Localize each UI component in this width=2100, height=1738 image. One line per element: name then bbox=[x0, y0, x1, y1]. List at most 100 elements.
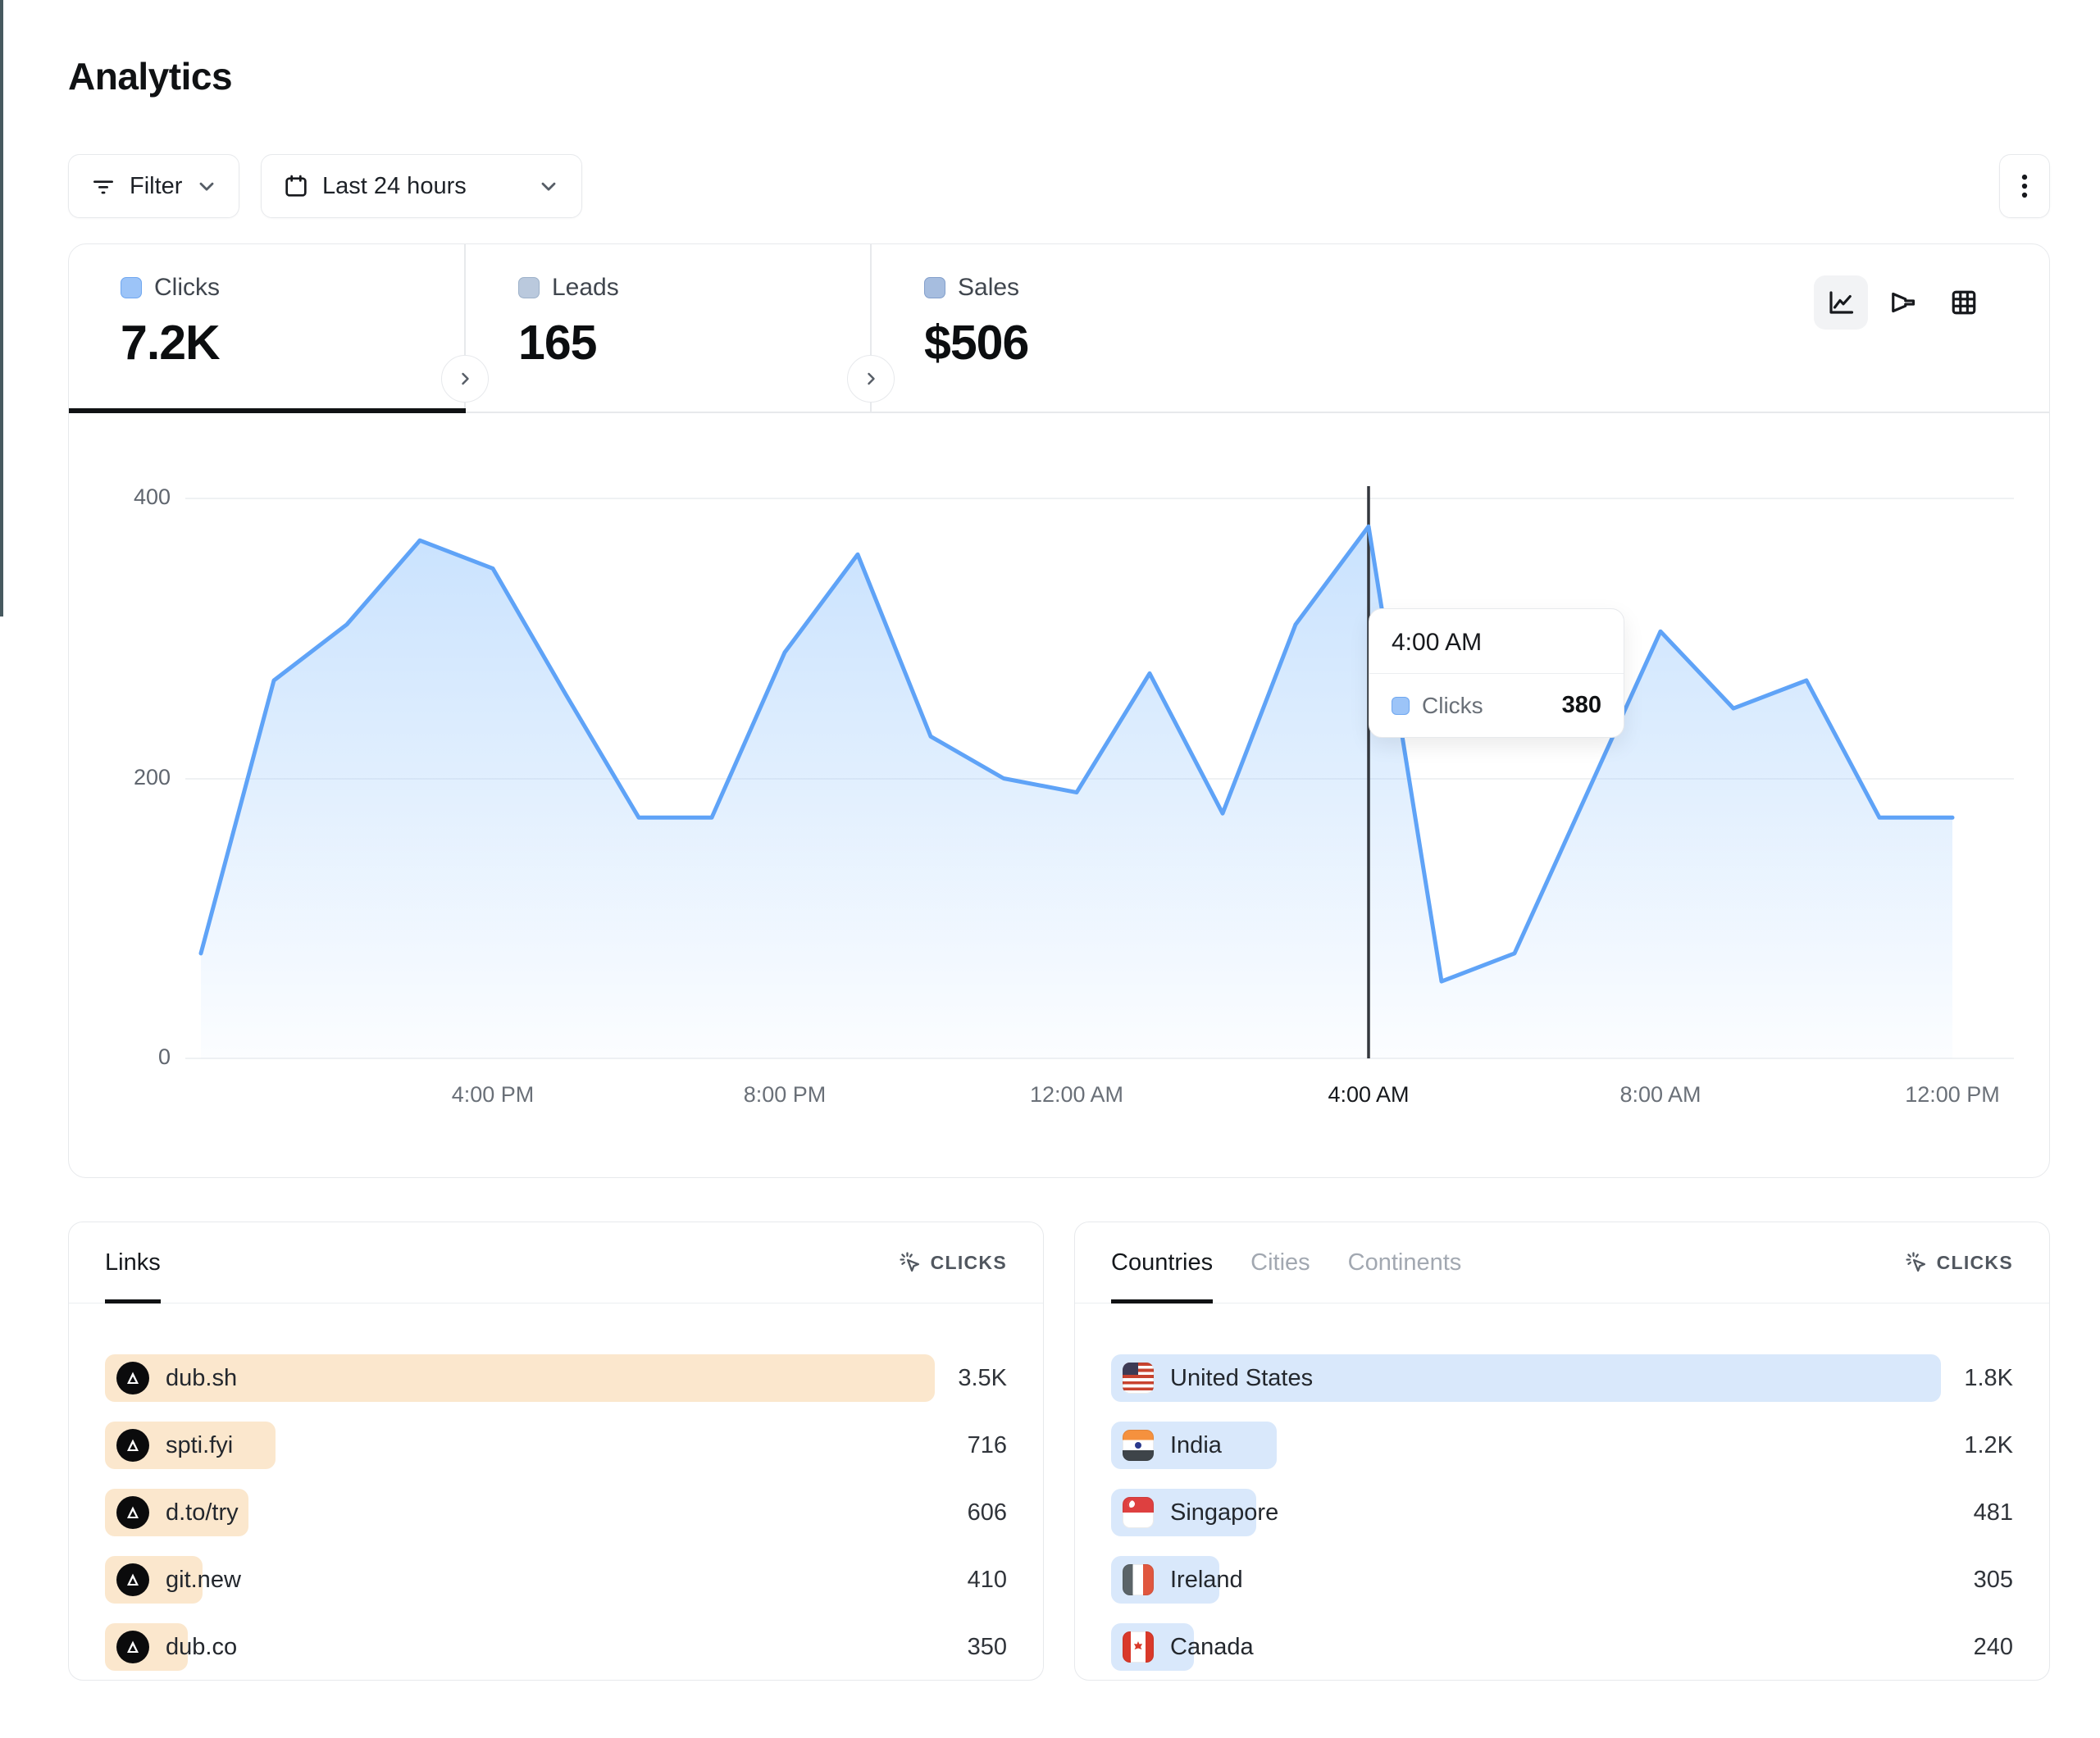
links-metric-sort[interactable]: CLICKS bbox=[899, 1251, 1007, 1274]
countries-metric-sort[interactable]: CLICKS bbox=[1905, 1251, 2013, 1274]
dub-logo-icon bbox=[116, 1563, 149, 1596]
page-title: Analytics bbox=[68, 55, 233, 98]
metric-label: CLICKS bbox=[1936, 1251, 2013, 1273]
list-item[interactable]: dub.co 350 bbox=[105, 1623, 1007, 1671]
tooltip-time: 4:00 AM bbox=[1369, 609, 1624, 674]
tab-countries[interactable]: Countries bbox=[1111, 1222, 1214, 1304]
line-chart-icon bbox=[1826, 288, 1856, 317]
list-item[interactable]: Ireland 305 bbox=[1111, 1556, 2013, 1604]
list-item-label: Ireland bbox=[1170, 1566, 1243, 1593]
filter-button[interactable]: Filter bbox=[68, 154, 239, 218]
tab-continents[interactable]: Continents bbox=[1347, 1249, 1462, 1276]
stat-value: 165 bbox=[518, 316, 597, 370]
value-bar bbox=[105, 1354, 935, 1402]
list-item-value: 1.2K bbox=[1964, 1431, 2013, 1458]
y-axis-tick-label: 200 bbox=[133, 764, 171, 789]
sg-flag-icon bbox=[1123, 1497, 1154, 1528]
cursor-click-icon bbox=[899, 1251, 922, 1274]
list-item[interactable]: Canada 240 bbox=[1111, 1623, 2013, 1671]
ca-flag-icon bbox=[1123, 1631, 1154, 1663]
gridline bbox=[185, 498, 2014, 499]
list-item[interactable]: d.to/try 606 bbox=[105, 1489, 1007, 1536]
stat-divider bbox=[464, 244, 466, 412]
list-item[interactable]: United States 1.8K bbox=[1111, 1354, 2013, 1402]
stat-label: Leads bbox=[552, 274, 619, 301]
links-panel: Links CLICKS dub.sh 3.5K spti.fyi 716 d.to/t… bbox=[68, 1222, 1044, 1681]
dub-logo-icon bbox=[116, 1362, 149, 1394]
dub-logo-icon bbox=[116, 1496, 149, 1529]
dub-logo-icon bbox=[116, 1429, 149, 1462]
list-item-label: India bbox=[1170, 1431, 1222, 1458]
chevron-right-icon bbox=[861, 369, 881, 389]
stat-divider bbox=[870, 244, 872, 412]
list-item[interactable]: dub.sh 3.5K bbox=[105, 1354, 1007, 1402]
cursor-click-icon bbox=[1905, 1251, 1928, 1274]
list-item-label: dub.co bbox=[166, 1633, 238, 1660]
chart-tooltip: 4:00 AM Clicks 380 bbox=[1369, 608, 1624, 738]
list-item-label: Canada bbox=[1170, 1633, 1254, 1660]
list-item-value: 606 bbox=[967, 1499, 1007, 1526]
list-item-value: 410 bbox=[967, 1566, 1007, 1593]
stat-tab-clicks[interactable]: Clicks 7.2K bbox=[121, 274, 221, 371]
clicks-area-chart[interactable] bbox=[185, 486, 2014, 1065]
line-chart-view-button[interactable] bbox=[1814, 275, 1868, 330]
list-item[interactable]: git.new 410 bbox=[105, 1556, 1007, 1604]
chart-view-toggle bbox=[1814, 275, 1991, 330]
x-axis-tick-label: 12:00 PM bbox=[1905, 1082, 2000, 1107]
list-item-label: d.to/try bbox=[166, 1499, 239, 1526]
x-axis-tick-label: 12:00 AM bbox=[1029, 1082, 1124, 1107]
chevron-down-icon bbox=[537, 175, 560, 198]
stat-value: $506 bbox=[924, 316, 1029, 370]
kebab-vertical-icon bbox=[2012, 172, 2037, 200]
funnel-icon bbox=[1888, 288, 1917, 317]
list-item[interactable]: India 1.2K bbox=[1111, 1422, 2013, 1469]
clicks-swatch-icon bbox=[1392, 696, 1410, 715]
date-range-button[interactable]: Last 24 hours bbox=[261, 154, 582, 218]
leads-swatch-icon bbox=[518, 277, 540, 298]
tab-links[interactable]: Links bbox=[105, 1222, 161, 1304]
x-axis-tick-label: 4:00 AM bbox=[1328, 1082, 1410, 1107]
x-axis-tick-label: 8:00 AM bbox=[1619, 1082, 1701, 1107]
y-axis-tick-label: 400 bbox=[133, 485, 171, 509]
list-item-label: git.new bbox=[166, 1566, 241, 1593]
list-item-value: 305 bbox=[1973, 1566, 2013, 1593]
list-item-value: 481 bbox=[1973, 1499, 2013, 1526]
stat-label: Sales bbox=[958, 274, 1020, 301]
filter-button-label: Filter bbox=[130, 172, 183, 199]
list-item[interactable]: Singapore 481 bbox=[1111, 1489, 2013, 1536]
x-axis-tick-label: 8:00 PM bbox=[743, 1082, 827, 1107]
x-axis-tick-label: 4:00 PM bbox=[451, 1082, 535, 1107]
filter-icon bbox=[90, 173, 116, 199]
expand-sales-button[interactable] bbox=[847, 355, 895, 403]
countries-panel: Countries Cities Continents CLICKS United … bbox=[1074, 1222, 2050, 1681]
list-item-value: 716 bbox=[967, 1431, 1007, 1458]
table-grid-icon bbox=[1949, 288, 1979, 317]
in-flag-icon bbox=[1123, 1430, 1154, 1461]
dub-logo-icon bbox=[116, 1631, 149, 1663]
value-bar bbox=[1111, 1354, 1941, 1402]
sales-swatch-icon bbox=[924, 277, 945, 298]
list-item-value: 3.5K bbox=[958, 1364, 1007, 1391]
stat-tab-leads[interactable]: Leads 165 bbox=[518, 274, 619, 371]
list-item-value: 350 bbox=[967, 1633, 1007, 1660]
stat-value: 7.2K bbox=[121, 316, 221, 370]
analytics-chart-card: Clicks 7.2K Leads 165 Sales $506 bbox=[68, 243, 2050, 1178]
expand-leads-button[interactable] bbox=[441, 355, 489, 403]
clicks-swatch-icon bbox=[121, 277, 142, 298]
chevron-down-icon bbox=[195, 175, 218, 198]
list-item-label: spti.fyi bbox=[166, 1431, 234, 1458]
list-item-value: 1.8K bbox=[1964, 1364, 2013, 1391]
clicks-line-series bbox=[198, 524, 1955, 984]
more-options-button[interactable] bbox=[1999, 154, 2050, 218]
area-fill bbox=[201, 526, 1952, 1058]
stat-row-border bbox=[69, 412, 2049, 413]
date-range-label: Last 24 hours bbox=[322, 172, 467, 199]
ie-flag-icon bbox=[1123, 1564, 1154, 1595]
table-view-button[interactable] bbox=[1937, 275, 1991, 330]
stat-tab-sales[interactable]: Sales $506 bbox=[924, 274, 1029, 371]
tooltip-series-label: Clicks bbox=[1422, 692, 1483, 718]
list-item[interactable]: spti.fyi 716 bbox=[105, 1422, 1007, 1469]
funnel-view-button[interactable] bbox=[1875, 275, 1929, 330]
list-item-label: United States bbox=[1170, 1364, 1314, 1391]
tab-cities[interactable]: Cities bbox=[1250, 1249, 1310, 1276]
